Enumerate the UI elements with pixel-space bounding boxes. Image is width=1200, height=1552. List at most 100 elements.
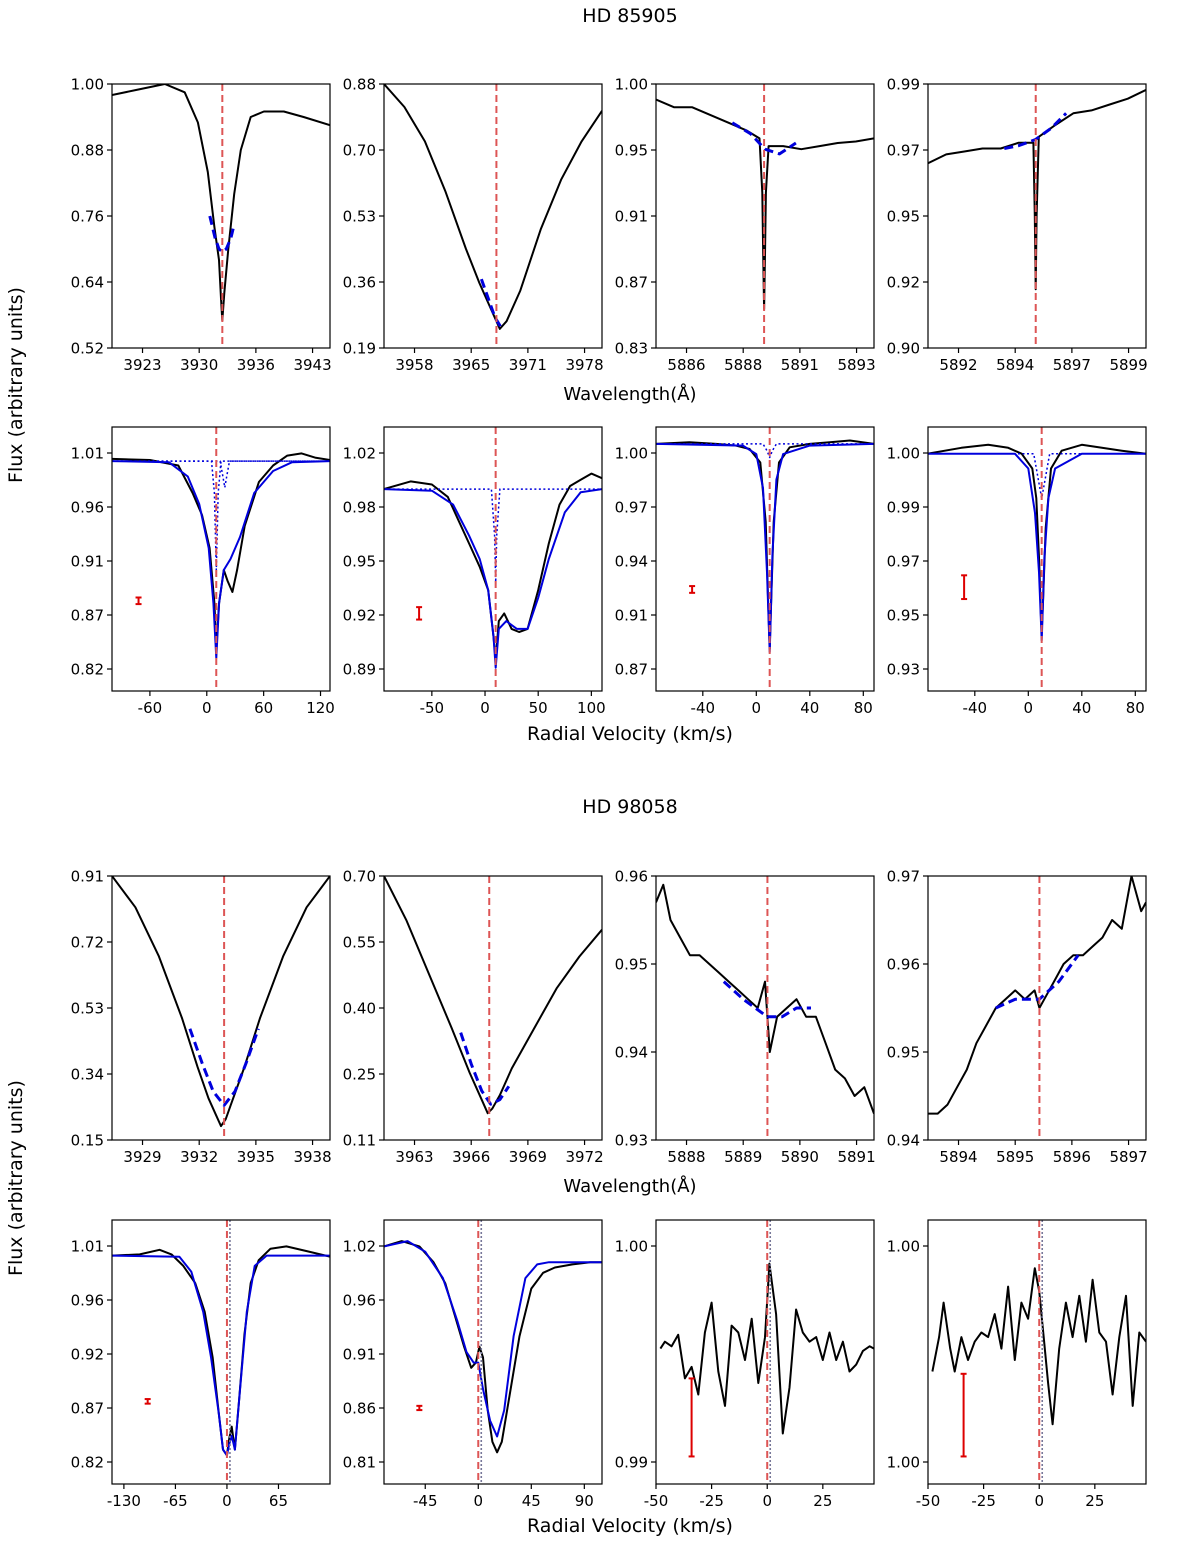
- error-bar: [689, 585, 696, 594]
- ytick-label: 0.40: [343, 1000, 376, 1018]
- series-data-line: [112, 84, 330, 322]
- xtick-label: 0: [1024, 699, 1034, 717]
- axes-frame: [383, 875, 603, 1141]
- ytick-label: 0.94: [615, 1044, 648, 1062]
- xtick-label: 100: [577, 699, 606, 717]
- plot-area: [384, 876, 602, 1140]
- ytick-label: 0.76: [71, 208, 104, 226]
- ytick-label: 0.53: [343, 208, 376, 226]
- ytick-label: 0.89: [343, 661, 376, 679]
- xtick-label: 5886: [667, 356, 705, 374]
- xtick-label: 45: [522, 1492, 541, 1510]
- series-fit-dashed-line: [731, 121, 797, 156]
- xtick-label: 3943: [293, 356, 331, 374]
- xtick-label: 5888: [724, 356, 762, 374]
- series-fit-dashed-line: [208, 215, 236, 254]
- error-bar: [416, 606, 423, 621]
- plot-area: [112, 1220, 330, 1484]
- series-fit-dotted-line: [384, 488, 602, 584]
- xtick-label: 5889: [724, 1148, 762, 1166]
- error-bar: [144, 1398, 151, 1405]
- ytick-label: 0.72: [71, 934, 104, 952]
- ytick-label: 0.97: [887, 142, 920, 160]
- plot-area: [112, 876, 330, 1140]
- series-fit-dashed-line: [722, 980, 811, 1019]
- ytick-label: 0.94: [887, 1132, 920, 1150]
- xtick-label: 120: [306, 699, 335, 717]
- ytick-label: 0.82: [71, 1454, 104, 1472]
- xtick-label: 3932: [180, 1148, 218, 1166]
- axes-frame: [655, 426, 875, 692]
- ytick-label: 0.92: [71, 1346, 104, 1364]
- chart-panels: 0.52 0.64 0.76 0.88 1.00 3923 3930 3936 3943 0.19…: [71, 76, 1148, 1511]
- xtick-label: 50: [529, 699, 548, 717]
- ytick-label: 0.94: [615, 553, 648, 571]
- series-data-line: [928, 88, 1146, 291]
- xtick-label: 60: [254, 699, 273, 717]
- plot-area: [656, 84, 874, 348]
- ytick-label: 0.83: [615, 340, 648, 358]
- xtick-label: -25: [971, 1492, 996, 1510]
- ytick-label: 1.00: [615, 76, 648, 94]
- panel-hd85905-wl-2: 0.19 0.36 0.53 0.70 0.88 3958 3965 3971 3978: [343, 76, 604, 375]
- xtick-label: 25: [813, 1492, 832, 1510]
- xtick-label: 90: [575, 1492, 594, 1510]
- xtick-label: 3965: [452, 356, 490, 374]
- ytick-label: 0.88: [71, 142, 104, 160]
- axes-frame: [111, 1219, 331, 1485]
- xtick-label: 3936: [237, 356, 275, 374]
- ytick-label: 0.92: [343, 607, 376, 625]
- ytick-label: 0.87: [71, 1400, 104, 1418]
- xtick-label: -60: [138, 699, 163, 717]
- xtick-label: 3929: [123, 1148, 161, 1166]
- xtick-label: 0: [202, 699, 212, 717]
- series-fit-dashed-line: [188, 1028, 260, 1107]
- series-fit-dotted-line: [656, 443, 874, 459]
- series-data-line: [384, 472, 602, 661]
- ytick-label: 0.99: [887, 76, 920, 94]
- ytick-label: 0.92: [887, 274, 920, 292]
- ytick-label: 1.01: [71, 1238, 104, 1256]
- ytick-label: 0.55: [343, 934, 376, 952]
- ytick-label: 0.99: [615, 1454, 648, 1472]
- ytick-label: 0.95: [615, 956, 648, 974]
- ytick-label: 0.97: [887, 868, 920, 886]
- ytick-label: 1.02: [343, 445, 376, 463]
- ytick-label: 0.93: [615, 1132, 648, 1150]
- series-data-line: [928, 876, 1146, 1115]
- series-data-line: [384, 84, 602, 330]
- series-fit-line: [656, 442, 874, 654]
- xtick-label: -50: [916, 1492, 941, 1510]
- xtick-label: 5899: [1109, 356, 1147, 374]
- ytick-label: 0.25: [343, 1066, 376, 1084]
- ytick-label: 0.87: [615, 274, 648, 292]
- xtick-label: 3966: [452, 1148, 490, 1166]
- panel-hd98058-rv-4: 1.00 1.00 -50 -25 0 25: [887, 1219, 1147, 1510]
- xtick-label: 0: [762, 1492, 772, 1510]
- panel-hd98058-wl-3: 0.93 0.94 0.95 0.96 5888 5889 5890 5891: [615, 868, 876, 1167]
- series-fit-line: [928, 452, 1146, 642]
- panel-hd85905-rv-1: 0.82 0.87 0.91 0.96 1.01 -60 0 60 120: [71, 426, 335, 717]
- xtick-label: 0: [480, 699, 490, 717]
- axes-frame: [655, 1219, 875, 1485]
- ytick-label: 0.93: [887, 661, 920, 679]
- xtick-label: 80: [1126, 699, 1145, 717]
- ytick-label: 0.86: [343, 1400, 376, 1418]
- xtick-label: 5893: [837, 356, 875, 374]
- ytick-label: 1.00: [887, 1454, 920, 1472]
- ytick-label: 0.53: [71, 1000, 104, 1018]
- ylabel-hd98058: Flux (arbitrary units): [5, 1080, 27, 1276]
- axes-frame: [927, 426, 1147, 692]
- series-fit-line: [384, 1240, 602, 1438]
- ytick-label: 0.99: [887, 499, 920, 517]
- xtick-label: 3978: [565, 356, 603, 374]
- panel-hd85905-rv-4: 0.93 0.95 0.97 0.99 1.00 -40 0 40 80: [887, 426, 1147, 717]
- xtick-label: -50: [420, 699, 445, 717]
- ytick-label: 0.88: [343, 76, 376, 94]
- ytick-label: 0.34: [71, 1066, 104, 1084]
- xtick-label: 65: [269, 1492, 288, 1510]
- xtick-label: 0: [1034, 1492, 1044, 1510]
- xtick-label: 3938: [293, 1148, 331, 1166]
- xtick-label: -25: [699, 1492, 724, 1510]
- ytick-label: 0.96: [615, 868, 648, 886]
